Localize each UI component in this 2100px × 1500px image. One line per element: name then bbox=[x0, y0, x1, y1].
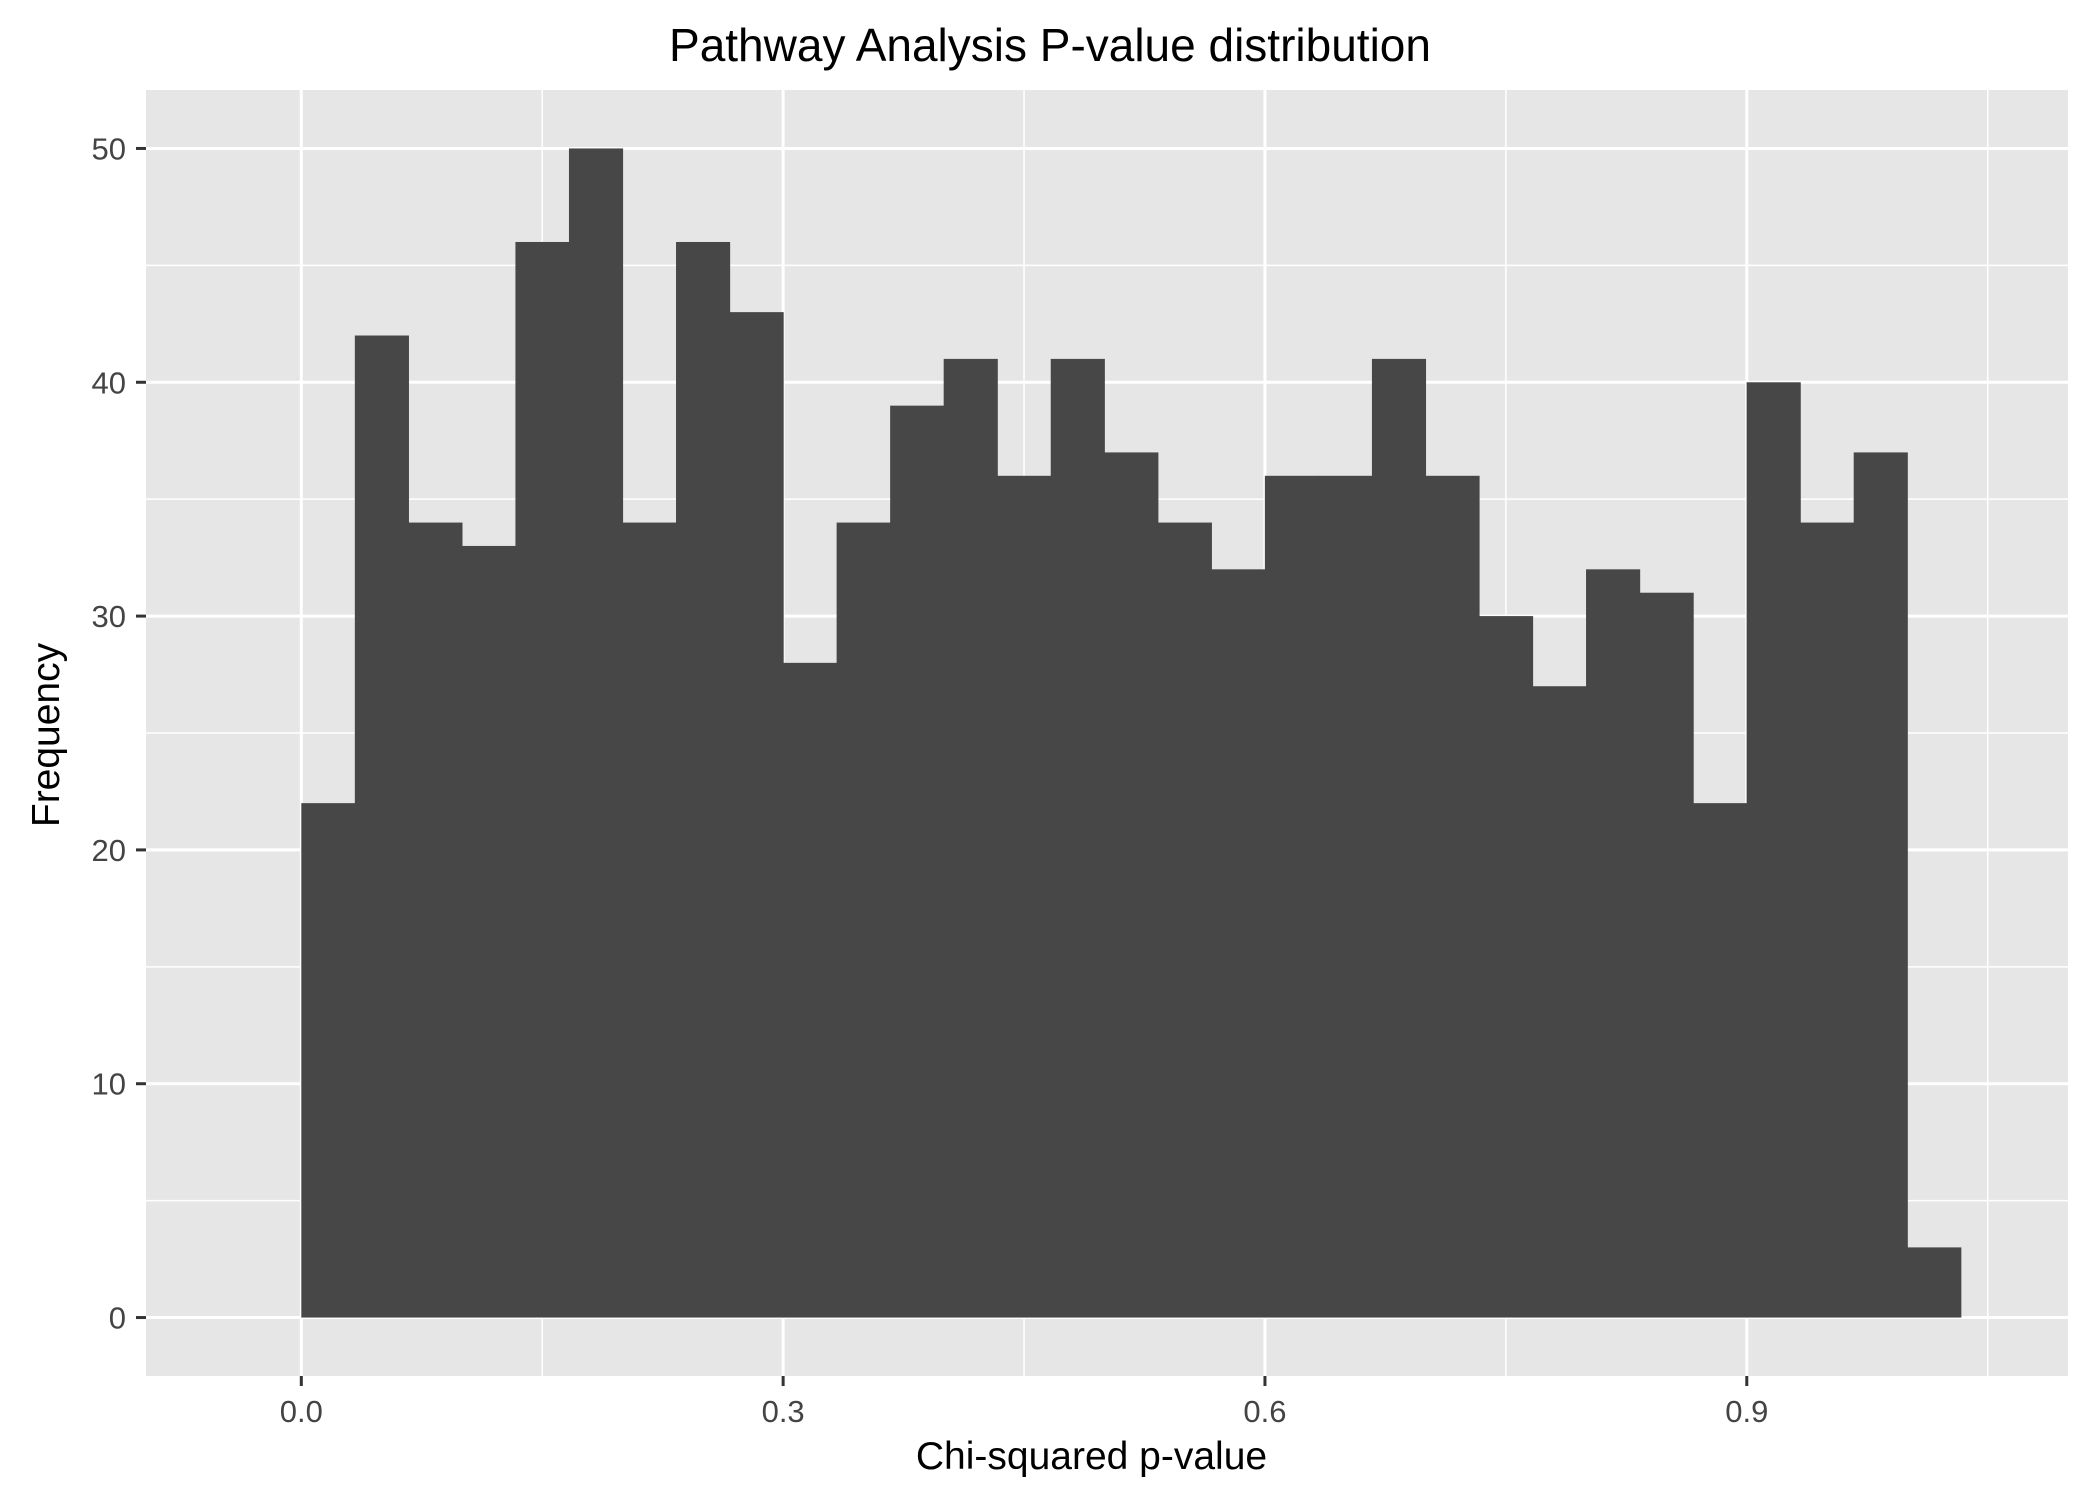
histogram-bar-19 bbox=[1318, 475, 1373, 1318]
histogram-bar-8 bbox=[729, 312, 784, 1318]
histogram-bar-2 bbox=[408, 522, 463, 1318]
histogram-bars bbox=[301, 148, 1962, 1318]
y-tick-label-3: 30 bbox=[92, 599, 126, 634]
histogram-bar-14 bbox=[1050, 358, 1105, 1318]
x-axis-title: Chi-squared p-value bbox=[915, 1435, 1268, 1478]
x-tick-label-2: 0.6 bbox=[1243, 1394, 1286, 1429]
x-axis: 0.0 0.3 0.6 0.9 bbox=[280, 1376, 1768, 1429]
y-tick-label-4: 40 bbox=[92, 365, 126, 400]
histogram-bar-7 bbox=[676, 241, 731, 1318]
histogram-bar-24 bbox=[1586, 569, 1641, 1318]
histogram-bar-0 bbox=[301, 803, 356, 1318]
histogram-bar-27 bbox=[1746, 382, 1801, 1318]
histogram-bar-29 bbox=[1853, 452, 1908, 1318]
chart-title: Pathway Analysis P-value distribution bbox=[669, 19, 1431, 71]
histogram-bar-4 bbox=[515, 241, 570, 1318]
histogram-bar-11 bbox=[890, 405, 945, 1318]
histogram-bar-13 bbox=[997, 475, 1052, 1318]
y-tick-label-2: 20 bbox=[92, 833, 126, 868]
histogram-bar-23 bbox=[1532, 686, 1587, 1318]
y-axis-title: Frequency bbox=[25, 642, 68, 828]
histogram-bar-5 bbox=[568, 148, 624, 1318]
histogram-bar-6 bbox=[622, 522, 677, 1318]
histogram-bar-10 bbox=[836, 522, 891, 1318]
histogram-bar-28 bbox=[1800, 522, 1855, 1318]
histogram-bar-22 bbox=[1478, 616, 1534, 1318]
histogram-bar-15 bbox=[1104, 452, 1159, 1318]
x-tick-label-0: 0.0 bbox=[280, 1394, 323, 1429]
y-tick-label-0: 0 bbox=[109, 1301, 126, 1336]
histogram-bar-17 bbox=[1211, 569, 1266, 1318]
x-tick-label-1: 0.3 bbox=[762, 1394, 805, 1429]
y-axis: 0 10 20 30 40 50 bbox=[92, 131, 146, 1336]
histogram-bar-26 bbox=[1693, 803, 1748, 1318]
histogram-bar-18 bbox=[1264, 475, 1319, 1318]
histogram-bar-1 bbox=[354, 335, 409, 1318]
y-tick-label-5: 50 bbox=[92, 131, 126, 166]
histogram-bar-20 bbox=[1371, 358, 1427, 1318]
histogram-bar-21 bbox=[1425, 475, 1480, 1318]
histogram-bar-3 bbox=[461, 545, 517, 1318]
y-tick-label-1: 10 bbox=[92, 1067, 126, 1102]
histogram-bar-16 bbox=[1157, 522, 1212, 1318]
histogram-bar-12 bbox=[943, 358, 998, 1318]
histogram-bar-30 bbox=[1907, 1247, 1962, 1318]
histogram-bar-25 bbox=[1639, 592, 1694, 1318]
x-tick-label-3: 0.9 bbox=[1725, 1394, 1768, 1429]
histogram-bar-9 bbox=[783, 662, 838, 1318]
